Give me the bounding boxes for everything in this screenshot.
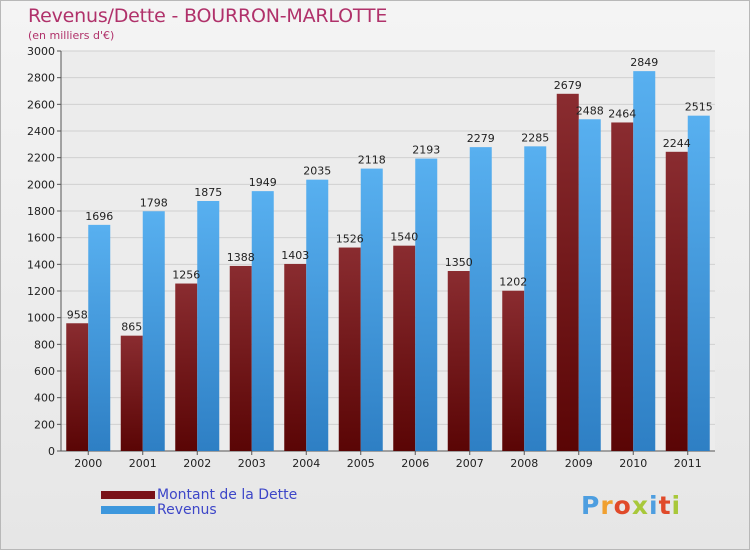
bar-dette [338,247,361,451]
bar-revenus [524,146,547,452]
legend-swatch-revenus [101,506,155,514]
legend-item-dette: Montant de la Dette [101,487,297,503]
data-label-dette: 1526 [336,233,364,246]
bar-revenus [415,158,438,451]
data-label-dette: 865 [121,321,142,334]
bar-dette [447,271,470,451]
logo-letter: i [649,491,659,520]
y-tick-label: 1400 [27,258,55,271]
bar-dette [556,93,579,452]
data-label-dette: 2679 [554,79,582,92]
legend-item-revenus: Revenus [101,502,217,518]
y-tick-label: 2200 [27,152,55,165]
bars [66,71,710,452]
x-tick-label: 2006 [401,457,429,470]
bar-dette [393,245,416,451]
bar-revenus [306,179,329,451]
data-label-revenus: 2279 [467,132,495,145]
data-label-revenus: 1696 [85,210,113,223]
x-tick-label: 2004 [292,457,320,470]
bar-revenus [251,191,274,451]
logo-letter: x [631,491,649,520]
bar-dette [229,265,252,451]
data-label-dette: 2464 [608,107,636,120]
data-label-revenus: 2488 [576,104,604,117]
data-label-revenus: 2285 [521,131,549,144]
data-label-dette: 1350 [445,256,473,269]
proxiti-logo: Proxiti [581,491,681,520]
y-tick-label: 2000 [27,178,55,191]
data-label-revenus: 2193 [412,144,440,157]
data-label-dette: 1388 [227,251,255,264]
x-tick-label: 2008 [510,457,538,470]
data-label-dette: 1256 [172,269,200,282]
data-label-dette: 958 [67,308,88,321]
y-tick-label: 400 [34,392,55,405]
bar-dette [66,323,89,451]
data-label-revenus: 2849 [630,56,658,69]
y-tick-label: 0 [48,445,55,458]
x-tick-label: 2002 [183,457,211,470]
x-tick-label: 2010 [619,457,647,470]
data-label-revenus: 2118 [358,154,386,167]
y-tick-label: 600 [34,365,55,378]
data-label-revenus: 2515 [685,101,713,114]
y-tick-label: 1800 [27,205,55,218]
logo-letter: o [613,491,632,520]
x-tick-label: 2001 [129,457,157,470]
bar-revenus [687,115,710,452]
bar-dette [502,290,525,451]
data-label-dette: 1202 [499,276,527,289]
x-tick-label: 2011 [674,457,702,470]
x-tick-label: 2009 [565,457,593,470]
axes: 0 200 400 600 800 1000 1200 1400 1600 1800 2000 220… [27,45,715,470]
bar-revenus [578,119,601,452]
legend-label-revenus: Revenus [157,502,217,518]
logo-letter: t [658,491,672,520]
bar-dette [665,151,688,452]
bar-revenus [197,201,220,451]
chart-subtitle: (en milliers d'€) [28,29,115,42]
bar-dette [120,335,143,451]
data-label-revenus: 1949 [249,176,277,189]
y-tick-label: 2600 [27,98,55,111]
y-tick-label: 200 [34,418,55,431]
y-tick-label: 3000 [27,45,55,58]
x-tick-label: 2000 [74,457,102,470]
data-label-dette: 1540 [390,231,418,244]
y-tick-label: 800 [34,338,55,351]
chart-title: Revenus/Dette - BOURRON-MARLOTTE [28,5,388,27]
y-tick-label: 1600 [27,232,55,245]
x-tick-label: 2007 [456,457,484,470]
data-label-revenus: 2035 [303,165,331,178]
x-tick-label: 2005 [347,457,375,470]
plot-area [61,51,715,451]
y-tick-label: 1000 [27,312,55,325]
logo-letter: i [671,491,682,520]
data-label-dette: 2244 [663,137,691,150]
y-tick-label: 2800 [27,72,55,85]
bar-dette [611,122,634,451]
bar-revenus [633,71,656,451]
x-tick-label: 2003 [238,457,266,470]
data-label-revenus: 1875 [194,186,222,199]
bar-dette [175,283,198,451]
bar-dette [284,263,307,451]
bar-revenus [142,211,165,451]
bar-revenus [360,168,383,451]
bar-revenus [88,224,111,451]
data-label-dette: 1403 [281,249,309,262]
legend-swatch-dette [101,491,155,499]
data-labels: 958 1696 865 1798 1256 1875 1388 1949 1403 2035 15… [67,56,713,334]
bar-revenus [469,147,492,451]
legend-label-dette: Montant de la Dette [157,487,298,503]
y-tick-label: 1200 [27,285,55,298]
logo-letter: P [581,491,601,520]
data-label-revenus: 1798 [140,196,168,209]
logo-letter: r [600,491,614,520]
grid-lines [61,50,715,452]
y-tick-label: 2400 [27,125,55,138]
